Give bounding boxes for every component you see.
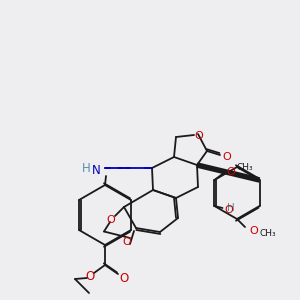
Text: O: O xyxy=(119,272,129,284)
Text: O: O xyxy=(226,167,235,177)
Text: O: O xyxy=(249,226,258,236)
Text: H: H xyxy=(227,203,235,213)
Text: O: O xyxy=(195,131,203,141)
Text: O: O xyxy=(85,271,94,284)
Text: O: O xyxy=(123,237,131,247)
Text: H: H xyxy=(82,161,91,175)
Text: CH₃: CH₃ xyxy=(259,229,276,238)
Text: O: O xyxy=(223,152,231,162)
Text: CH₃: CH₃ xyxy=(236,164,253,172)
Text: O: O xyxy=(106,215,116,225)
Text: O: O xyxy=(224,205,233,215)
Text: N: N xyxy=(92,164,101,176)
